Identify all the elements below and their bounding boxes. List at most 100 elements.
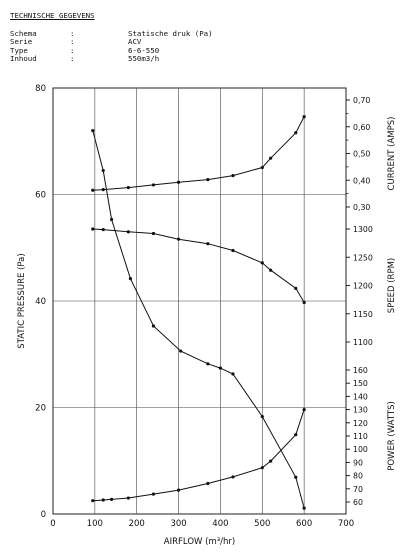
current-data-point xyxy=(101,188,105,192)
spec-value: ACV xyxy=(128,37,142,47)
spec-value: 6-6-550 xyxy=(128,45,160,55)
x-axis-label: AIRFLOW (m³/hr) xyxy=(164,537,235,547)
current-data-point xyxy=(91,188,95,192)
power-data-point xyxy=(151,492,156,496)
spec-separator: : xyxy=(70,54,75,64)
static_pressure-data-point xyxy=(128,277,133,281)
power-tick-label: 150 xyxy=(353,379,368,388)
power-data-point xyxy=(302,408,306,412)
x-tick-label: 100 xyxy=(87,519,103,529)
power-curve xyxy=(92,409,305,502)
power-data-point xyxy=(260,466,264,470)
speed-tick-label: 1250 xyxy=(353,253,373,262)
static_pressure-data-point xyxy=(260,414,264,419)
spec-value: Statische druk (Pa) xyxy=(128,28,213,38)
static_pressure-data-point xyxy=(206,362,210,366)
spec-label: Serie xyxy=(10,37,33,47)
x-tick-label: 400 xyxy=(212,519,228,529)
spec-title: TECHNISCHE GEGEVENS xyxy=(10,11,95,20)
spec-header: TECHNISCHE GEGEVENS Schema : Statische d… xyxy=(10,11,213,64)
current-tick-label: 0,50 xyxy=(353,150,370,159)
power-tick-label: 120 xyxy=(353,419,368,428)
static_pressure-data-point xyxy=(91,129,95,133)
y-tick-label: 60 xyxy=(35,191,46,201)
current-data-point xyxy=(294,131,298,135)
speed-data-point xyxy=(176,237,181,241)
current-data-point xyxy=(231,173,235,178)
current-data-point xyxy=(269,156,273,160)
static_pressure-data-point xyxy=(294,475,298,479)
power-data-point xyxy=(294,433,298,437)
y-tick-label: 40 xyxy=(35,297,46,307)
power-data-point xyxy=(101,498,105,502)
static_pressure-data-point xyxy=(101,168,105,173)
speed-tick-label: 1100 xyxy=(353,338,373,347)
power-tick-label: 70 xyxy=(353,485,363,494)
spec-row: Type : 6-6-550 xyxy=(10,45,213,56)
current-tick-label: 0,60 xyxy=(353,123,370,132)
power-tick-label: 80 xyxy=(353,472,363,481)
spec-row: Inhoud : 550m3/h xyxy=(10,55,213,64)
speed-data-point xyxy=(91,227,95,231)
power-data-point xyxy=(126,496,130,500)
y-tick-label: 20 xyxy=(35,404,46,414)
x-tick-label: 300 xyxy=(170,519,186,529)
speed-data-point xyxy=(260,261,264,265)
power-axis-label: POWER (WATTS) xyxy=(387,401,397,471)
spec-label: Type xyxy=(10,45,28,55)
speed-data-point xyxy=(126,230,130,234)
current-curve xyxy=(92,116,305,191)
y-tick-label: 0 xyxy=(41,510,46,520)
static_pressure-data-point xyxy=(110,217,114,222)
y-axis-label: STATIC PRESSURE (Pa) xyxy=(17,253,27,348)
power-data-point xyxy=(269,459,273,463)
speed-data-point xyxy=(151,231,156,236)
speed-tick-label: 1150 xyxy=(353,310,373,319)
power-data-point xyxy=(206,481,210,486)
spec-label: Schema xyxy=(10,28,37,38)
power-data-point xyxy=(231,475,235,479)
spec-value: 550m3/h xyxy=(128,54,160,64)
speed-curve xyxy=(92,228,305,303)
spec-separator: : xyxy=(70,45,75,55)
current-data-point xyxy=(176,180,181,184)
x-tick-label: 200 xyxy=(129,519,145,529)
speed-data-point xyxy=(206,242,210,246)
speed-data-point xyxy=(231,248,235,253)
x-tick-label: 600 xyxy=(296,519,312,529)
spec-label: Inhoud xyxy=(10,54,37,64)
static_pressure-data-point xyxy=(302,506,306,510)
power-tick-label: 140 xyxy=(353,392,368,401)
power-tick-label: 130 xyxy=(353,406,368,415)
current-data-point xyxy=(151,183,156,187)
spec-row: Serie : ACV xyxy=(10,38,213,47)
power-tick-label: 90 xyxy=(353,458,363,467)
spec-separator: : xyxy=(70,28,75,38)
static_pressure-data-point xyxy=(179,349,183,353)
current-data-point xyxy=(302,115,306,119)
power-data-point xyxy=(91,499,95,503)
speed-axis-label: SPEED (RPM) xyxy=(387,258,397,314)
current-tick-label: 0,30 xyxy=(353,203,370,212)
power-tick-label: 160 xyxy=(353,366,368,375)
power-tick-label: 100 xyxy=(353,445,368,454)
power-tick-label: 110 xyxy=(353,432,368,441)
static_pressure-data-point xyxy=(231,372,235,376)
static_pressure-data-point xyxy=(218,366,223,370)
speed-data-point xyxy=(294,286,298,290)
current-data-point xyxy=(206,177,210,182)
current-axis-label: CURRENT (AMPS) xyxy=(387,117,397,191)
current-data-point xyxy=(126,186,130,190)
current-tick-label: 0,70 xyxy=(353,96,370,105)
speed-data-point xyxy=(101,227,105,232)
x-tick-label: 700 xyxy=(338,519,354,529)
speed-tick-label: 1300 xyxy=(353,225,373,234)
power-data-point xyxy=(176,488,181,492)
current-tick-label: 0,40 xyxy=(353,176,370,185)
x-tick-label: 500 xyxy=(254,519,270,529)
power-tick-label: 60 xyxy=(353,498,363,507)
y-tick-label: 80 xyxy=(35,84,46,94)
current-data-point xyxy=(260,165,264,170)
speed-data-point xyxy=(302,300,306,305)
